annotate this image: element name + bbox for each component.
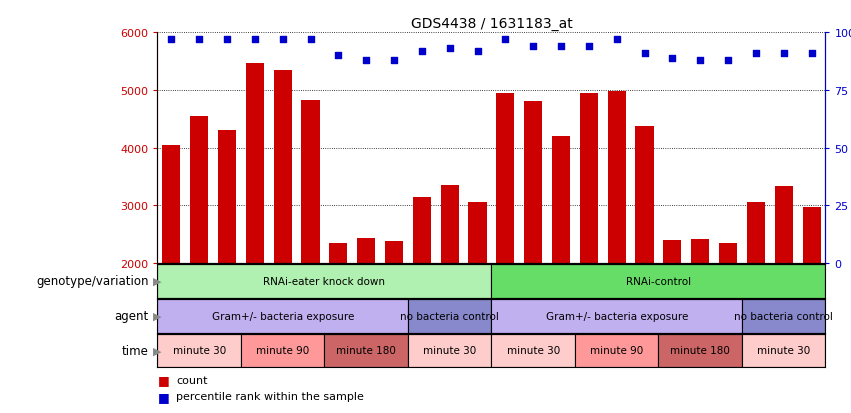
Bar xyxy=(719,243,737,379)
Point xyxy=(805,50,819,57)
Bar xyxy=(774,187,793,379)
Text: ■: ■ xyxy=(157,390,169,403)
Bar xyxy=(163,145,180,379)
Point xyxy=(276,37,289,43)
Bar xyxy=(524,102,542,379)
Bar xyxy=(157,334,241,368)
Point xyxy=(749,50,762,57)
Point xyxy=(777,50,791,57)
Point xyxy=(415,48,429,55)
Point xyxy=(164,37,178,43)
Text: genotype/variation: genotype/variation xyxy=(37,275,149,288)
Bar xyxy=(385,242,403,379)
Point xyxy=(694,57,707,64)
Bar xyxy=(552,137,570,379)
Text: ■: ■ xyxy=(157,373,169,387)
Text: Gram+/- bacteria exposure: Gram+/- bacteria exposure xyxy=(545,311,688,321)
Bar xyxy=(496,93,514,379)
Bar xyxy=(246,64,264,379)
Text: minute 30: minute 30 xyxy=(757,346,810,356)
Bar xyxy=(636,126,654,379)
Bar xyxy=(274,71,292,379)
Text: ▶: ▶ xyxy=(153,311,162,321)
Bar xyxy=(408,334,492,368)
Text: percentile rank within the sample: percentile rank within the sample xyxy=(176,392,364,401)
Text: no bacteria control: no bacteria control xyxy=(734,311,833,321)
Text: no bacteria control: no bacteria control xyxy=(400,311,500,321)
Text: ▶: ▶ xyxy=(153,276,162,286)
Point xyxy=(610,37,624,43)
Text: minute 30: minute 30 xyxy=(423,346,477,356)
Point xyxy=(304,37,317,43)
Bar xyxy=(190,116,208,379)
Text: minute 30: minute 30 xyxy=(173,346,226,356)
Bar xyxy=(157,264,492,298)
Bar xyxy=(408,299,492,333)
Bar xyxy=(742,299,825,333)
Text: minute 90: minute 90 xyxy=(256,346,309,356)
Bar xyxy=(492,334,575,368)
Point xyxy=(499,37,512,43)
Bar xyxy=(663,240,682,379)
Text: agent: agent xyxy=(115,309,149,323)
Point xyxy=(248,37,261,43)
Bar xyxy=(324,334,408,368)
Bar xyxy=(357,239,375,379)
Bar xyxy=(580,93,598,379)
Point xyxy=(220,37,234,43)
Text: RNAi-eater knock down: RNAi-eater knock down xyxy=(264,276,386,286)
Bar xyxy=(492,264,825,298)
Text: minute 30: minute 30 xyxy=(506,346,560,356)
Bar xyxy=(492,299,742,333)
Text: minute 180: minute 180 xyxy=(336,346,396,356)
Point xyxy=(332,53,346,59)
Point xyxy=(387,57,401,64)
Title: GDS4438 / 1631183_at: GDS4438 / 1631183_at xyxy=(410,17,573,31)
Point xyxy=(637,50,651,57)
Point xyxy=(471,48,484,55)
Bar xyxy=(659,334,742,368)
Bar xyxy=(441,186,459,379)
Text: Gram+/- bacteria exposure: Gram+/- bacteria exposure xyxy=(212,311,354,321)
Bar xyxy=(301,101,320,379)
Point xyxy=(527,43,540,50)
Bar xyxy=(747,203,765,379)
Text: time: time xyxy=(122,344,149,357)
Bar xyxy=(218,131,236,379)
Bar xyxy=(157,299,408,333)
Point xyxy=(722,57,735,64)
Bar xyxy=(413,197,431,379)
Bar xyxy=(802,207,820,379)
Point xyxy=(192,37,206,43)
Text: count: count xyxy=(176,375,208,385)
Bar xyxy=(241,334,324,368)
Point xyxy=(554,43,568,50)
Point xyxy=(443,46,456,52)
Text: minute 90: minute 90 xyxy=(590,346,643,356)
Text: ▶: ▶ xyxy=(153,346,162,356)
Bar xyxy=(742,334,825,368)
Point xyxy=(582,43,596,50)
Point xyxy=(359,57,373,64)
Bar xyxy=(575,334,659,368)
Bar xyxy=(608,92,625,379)
Text: RNAi-control: RNAi-control xyxy=(625,276,691,286)
Point xyxy=(665,55,679,62)
Bar xyxy=(469,203,487,379)
Text: minute 180: minute 180 xyxy=(671,346,730,356)
Bar xyxy=(691,239,709,379)
Bar xyxy=(329,243,347,379)
